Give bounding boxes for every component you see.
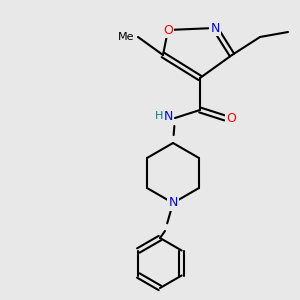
Text: Me: Me xyxy=(118,32,134,42)
Text: N: N xyxy=(163,110,173,122)
Text: N: N xyxy=(210,22,220,34)
Text: O: O xyxy=(163,23,173,37)
Text: N: N xyxy=(168,196,178,209)
Text: O: O xyxy=(226,112,236,124)
Text: H: H xyxy=(155,111,163,121)
